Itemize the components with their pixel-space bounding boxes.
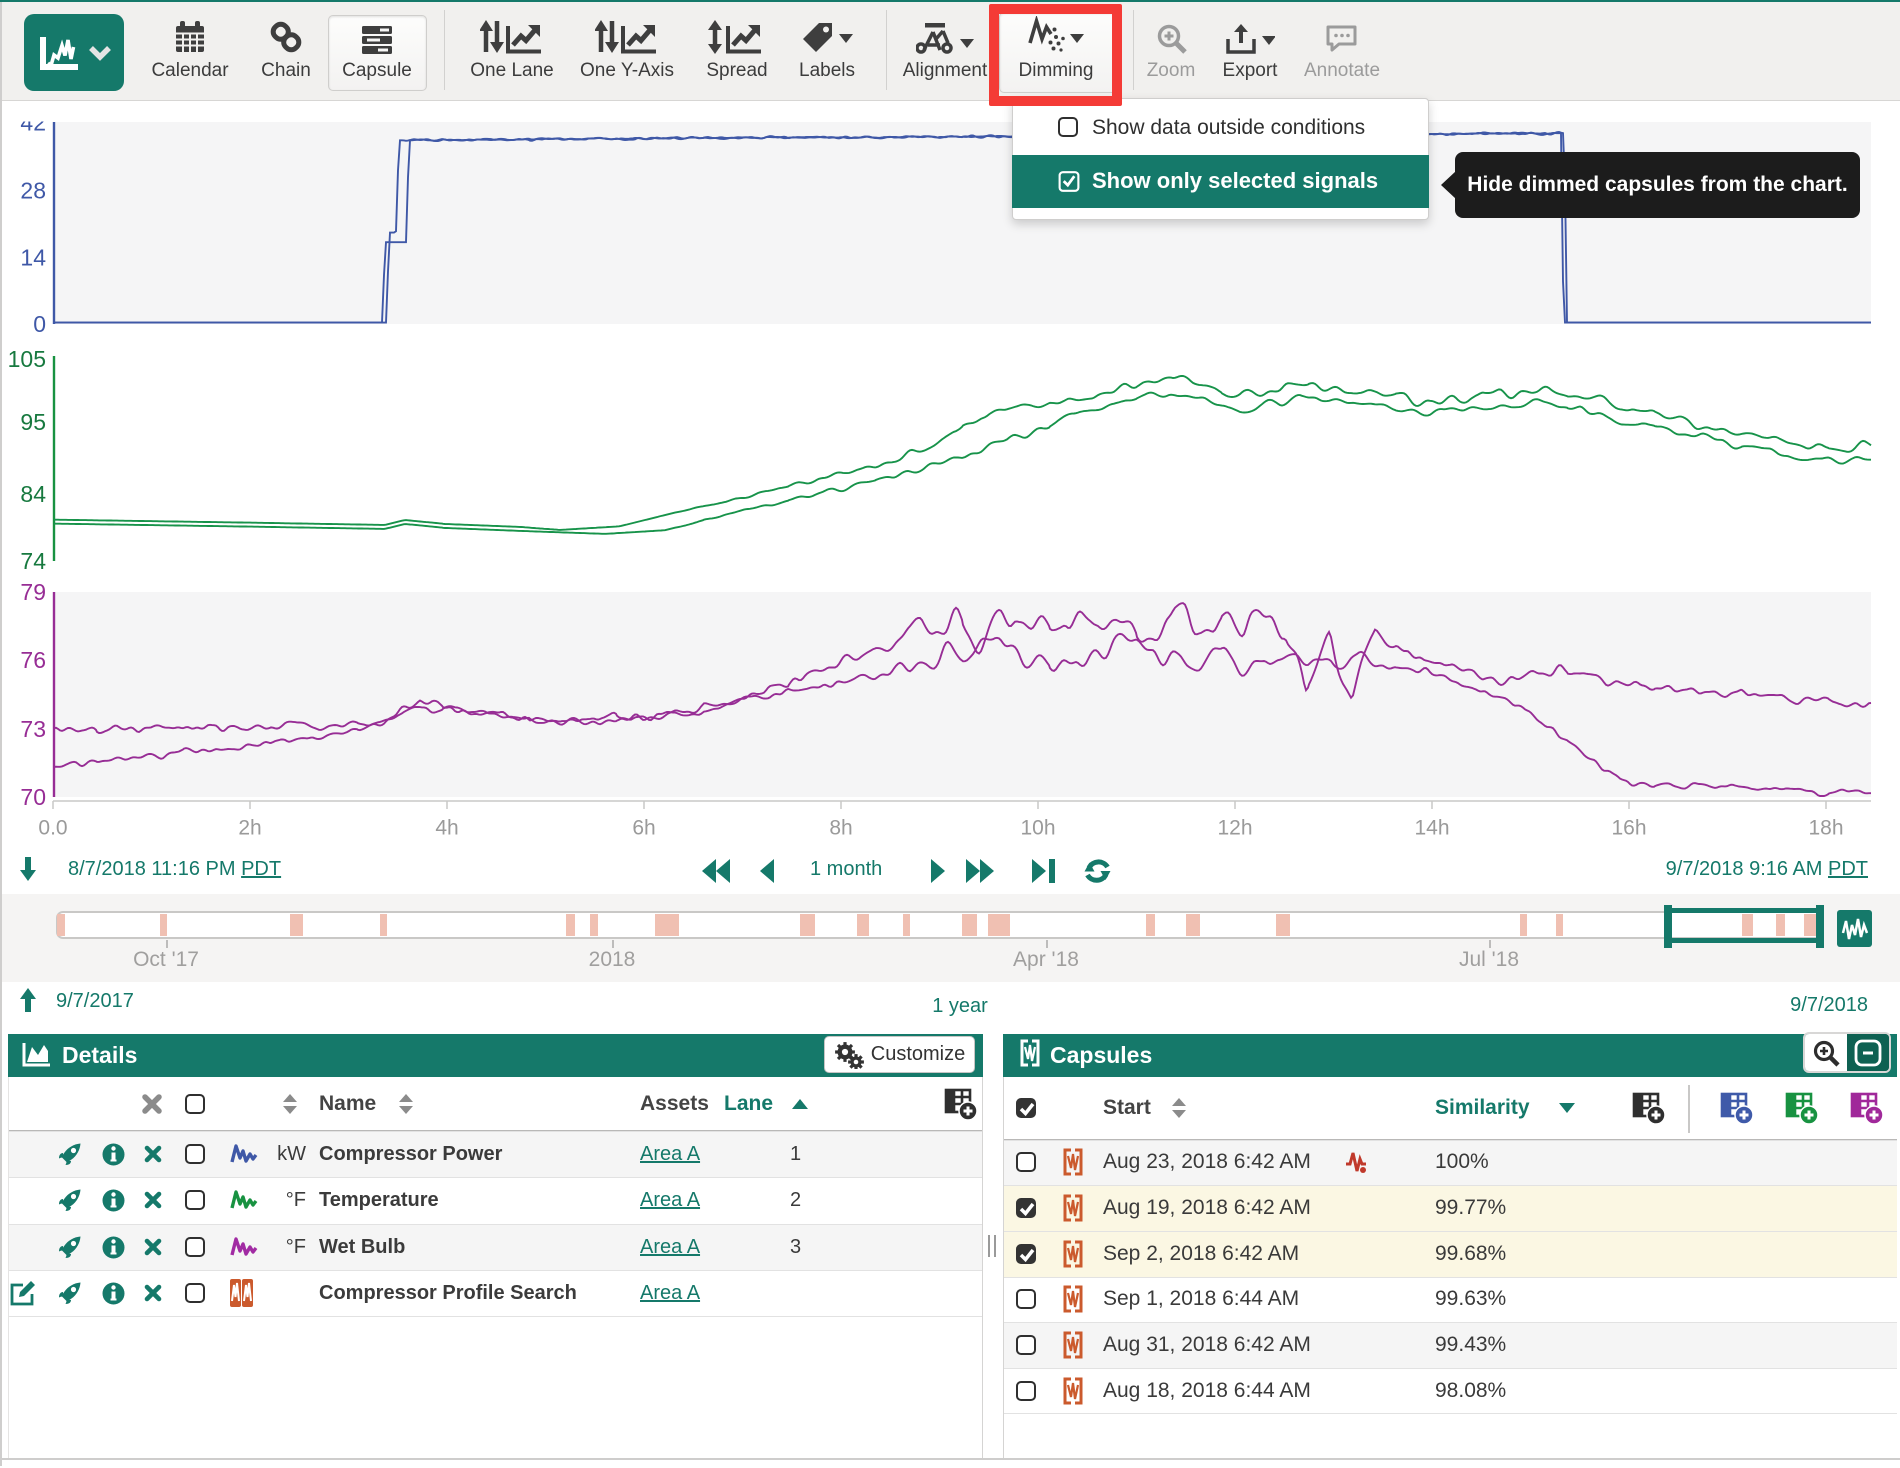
svg-text:4h: 4h: [435, 817, 458, 840]
svg-text:10h: 10h: [1020, 817, 1055, 840]
svg-text:79: 79: [20, 579, 46, 605]
svg-text:14: 14: [20, 245, 46, 271]
svg-text:73: 73: [20, 716, 46, 742]
svg-text:95: 95: [20, 409, 46, 435]
svg-text:6h: 6h: [632, 817, 655, 840]
svg-text:14h: 14h: [1414, 817, 1449, 840]
svg-text:0.0: 0.0: [38, 817, 67, 840]
svg-text:76: 76: [20, 647, 46, 673]
svg-text:84: 84: [20, 481, 46, 507]
svg-text:28: 28: [20, 178, 46, 204]
svg-text:16h: 16h: [1611, 817, 1646, 840]
svg-text:8h: 8h: [829, 817, 852, 840]
svg-text:105: 105: [8, 346, 46, 372]
svg-text:18h: 18h: [1808, 817, 1843, 840]
svg-text:70: 70: [20, 784, 46, 810]
svg-text:74: 74: [20, 548, 46, 574]
svg-text:2h: 2h: [238, 817, 261, 840]
svg-text:0: 0: [33, 311, 46, 337]
svg-text:12h: 12h: [1217, 817, 1252, 840]
